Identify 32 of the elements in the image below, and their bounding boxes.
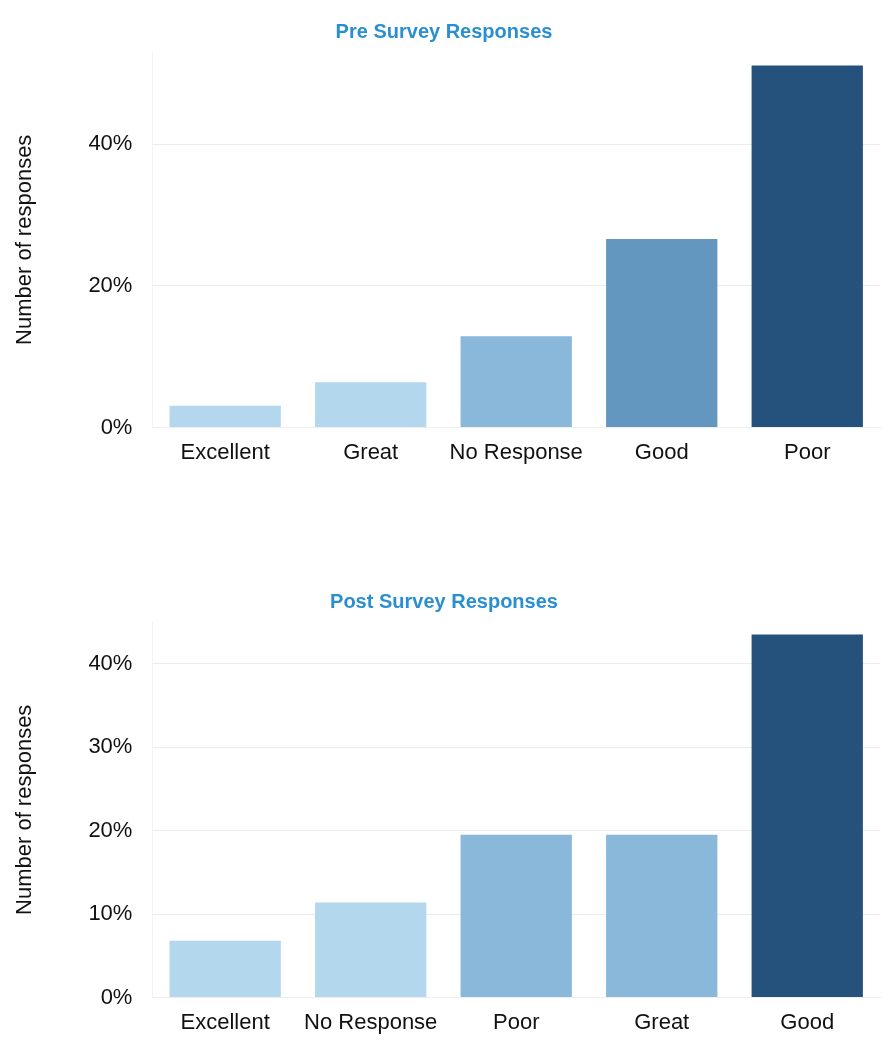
bar	[315, 902, 427, 998]
bar	[169, 405, 281, 428]
y-axis-title: Number of responses	[11, 704, 37, 915]
x-tick-label: No Response	[449, 438, 583, 464]
x-tick-label: No Response	[304, 1008, 438, 1034]
x-tick-label: Great	[343, 438, 399, 464]
x-tick-label: Poor	[492, 1008, 540, 1034]
bar	[751, 634, 863, 998]
bar	[169, 940, 281, 998]
bar	[460, 834, 572, 998]
bar	[606, 239, 718, 428]
y-tick-label: 0%	[100, 413, 133, 439]
y-tick-label: 0%	[100, 983, 133, 1009]
bar	[315, 382, 427, 428]
y-axis-title: Number of responses	[11, 134, 37, 345]
y-tick-label: 40%	[88, 649, 133, 675]
x-tick-label: Good	[780, 1008, 835, 1034]
x-tick-label: Excellent	[180, 438, 270, 464]
y-tick-label: 20%	[88, 271, 133, 297]
bar	[606, 834, 718, 998]
y-tick-label: 20%	[88, 816, 133, 842]
y-tick-label: 30%	[88, 733, 133, 759]
bar	[751, 65, 863, 428]
chart-title: Pre Survey Responses	[335, 19, 553, 42]
x-tick-label: Excellent	[180, 1008, 270, 1034]
bar	[460, 336, 572, 428]
y-tick-label: 40%	[88, 130, 133, 156]
x-tick-label: Good	[634, 438, 689, 464]
x-tick-label: Poor	[784, 438, 831, 464]
chart-title: Post Survey Responses	[330, 589, 558, 612]
x-tick-label: Great	[634, 1008, 690, 1034]
y-tick-label: 10%	[88, 900, 133, 926]
